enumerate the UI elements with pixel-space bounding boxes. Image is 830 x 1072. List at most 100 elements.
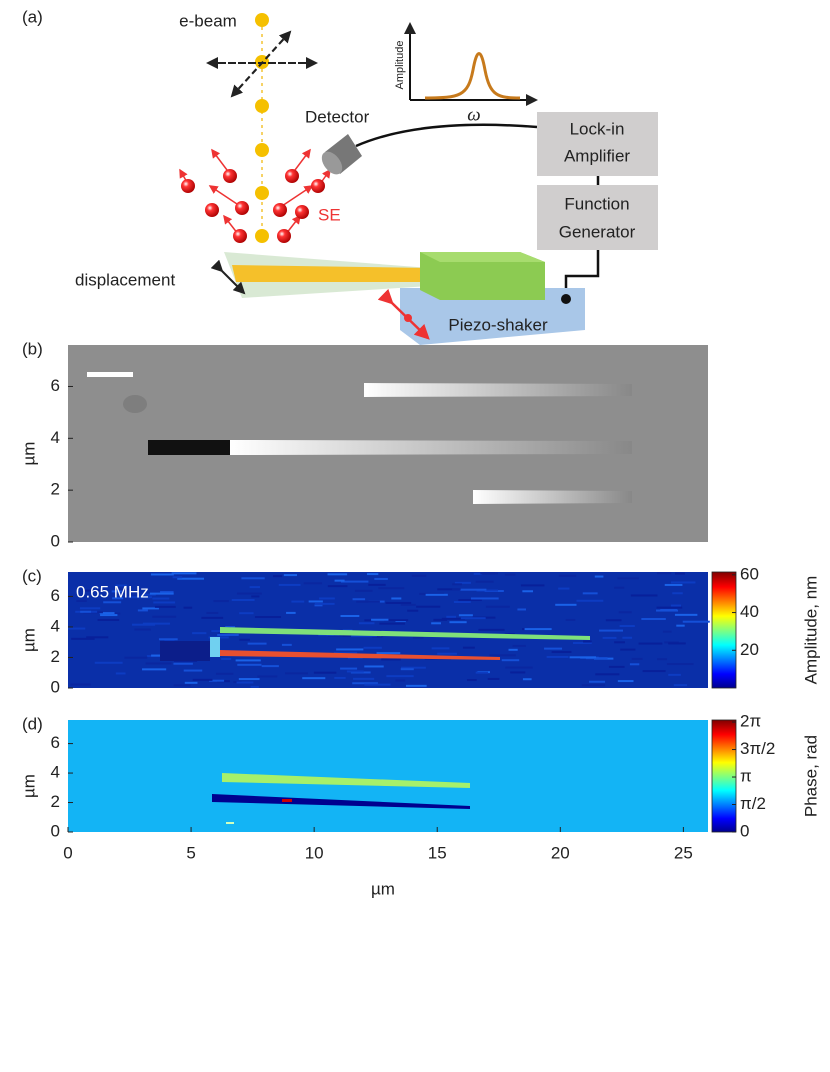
heatmap-noise (334, 579, 345, 582)
heatmap-noise (561, 650, 572, 653)
y-tick-label: 2 (51, 480, 60, 499)
annotation: 0.65 MHz (76, 582, 149, 601)
heatmap-noise (221, 658, 232, 661)
heatmap-noise (433, 618, 448, 621)
heatmap-noise (619, 625, 635, 628)
heatmap-noise (453, 601, 471, 604)
heatmap-noise (231, 598, 255, 601)
heatmap-noise (241, 577, 265, 580)
heatmap-noise (302, 677, 326, 680)
heatmap-noise (249, 586, 260, 589)
spectrum-inset: Amplitude ω (394, 22, 538, 125)
heatmap-noise (142, 607, 159, 610)
heatmap-noise (517, 608, 527, 611)
heatmap-noise (145, 662, 172, 665)
heatmap-noise (452, 583, 462, 586)
heatmap-noise (192, 678, 213, 681)
heatmap-noise (630, 594, 658, 597)
heatmap-noise (350, 635, 377, 638)
heatmap-noise (670, 581, 696, 584)
heatmap-noise (177, 577, 205, 580)
phase-map (68, 720, 708, 832)
heatmap-noise (112, 597, 124, 600)
y-tick-label: 4 (51, 428, 60, 447)
heatmap-noise (319, 597, 335, 600)
y-tick-label: 6 (51, 376, 60, 395)
heatmap-noise (466, 679, 477, 682)
heatmap-noise (239, 638, 250, 641)
heatmap-noise (80, 610, 92, 613)
heatmap-noise (407, 609, 419, 612)
heatmap-noise (470, 597, 499, 600)
piezo-label: Piezo-shaker (448, 315, 548, 334)
heatmap-noise (614, 586, 625, 589)
heatmap-noise (363, 646, 382, 649)
heatmap-noise (364, 619, 373, 622)
heatmap-noise (340, 580, 369, 583)
heatmap-noise (405, 684, 427, 687)
heatmap-noise (594, 575, 604, 578)
heatmap-noise (622, 636, 633, 639)
function-generator-box (537, 185, 658, 250)
colorbar-tick-label: π (740, 767, 752, 786)
heatmap-noise (546, 655, 569, 658)
heatmap-noise (581, 684, 606, 687)
heatmap-noise (368, 583, 386, 586)
heatmap-noise (672, 592, 683, 595)
heatmap-noise (441, 617, 466, 620)
heatmap-noise (127, 596, 152, 599)
amplitude-map (68, 572, 710, 688)
heatmap-noise (115, 584, 127, 587)
y-axis-label: µm (19, 628, 38, 652)
heatmap-noise (340, 615, 360, 618)
heatmap-noise (391, 597, 402, 600)
heatmap-noise (629, 663, 640, 666)
heatmap-noise (141, 593, 156, 596)
heatmap-noise (334, 676, 346, 679)
heatmap-noise (236, 681, 254, 684)
y-axis-label: µm (19, 774, 38, 798)
heatmap-noise (281, 643, 292, 646)
heatmap-noise (411, 630, 435, 633)
heatmap-noise (480, 572, 498, 575)
heatmap-noise (236, 592, 262, 595)
heatmap-noise (487, 677, 500, 680)
heatmap-noise (97, 618, 120, 621)
heatmap-noise (524, 628, 552, 631)
heatmap-noise (642, 670, 666, 673)
heatmap-noise (657, 658, 668, 661)
heatmap-noise (662, 630, 672, 633)
heatmap-noise (638, 642, 663, 645)
heatmap-noise (313, 671, 337, 674)
detector (321, 134, 362, 175)
ebeam-label: e-beam (179, 11, 237, 30)
displacement-label: displacement (75, 270, 175, 289)
heatmap-noise (416, 605, 441, 608)
y-tick-label: 0 (51, 677, 60, 696)
colorbar (711, 571, 737, 689)
heatmap-noise (401, 666, 426, 669)
y-tick-label: 6 (51, 586, 60, 605)
colorbar-label: Phase, rad (801, 735, 820, 817)
heatmap-noise (631, 657, 643, 660)
heatmap-noise (431, 622, 441, 625)
y-tick-label: 4 (51, 616, 60, 635)
heatmap-noise (237, 663, 262, 666)
heatmap-noise (261, 665, 279, 668)
heatmap-noise (475, 580, 494, 583)
heatmap-noise (670, 604, 682, 607)
heatmap-noise (501, 659, 520, 662)
panel-label: (b) (22, 339, 43, 358)
heatmap-noise (192, 632, 207, 635)
heatmap-noise (171, 572, 197, 575)
heatmap-noise (508, 648, 518, 651)
heatmap-noise (286, 611, 296, 614)
lockin-label: Lock-in (570, 119, 625, 138)
heatmap-noise (599, 629, 623, 632)
heatmap-noise (582, 592, 598, 595)
heatmap-noise (512, 644, 526, 647)
heatmap-noise (478, 628, 505, 631)
heatmap-noise (656, 572, 672, 575)
x-tick-label: 5 (186, 843, 195, 862)
